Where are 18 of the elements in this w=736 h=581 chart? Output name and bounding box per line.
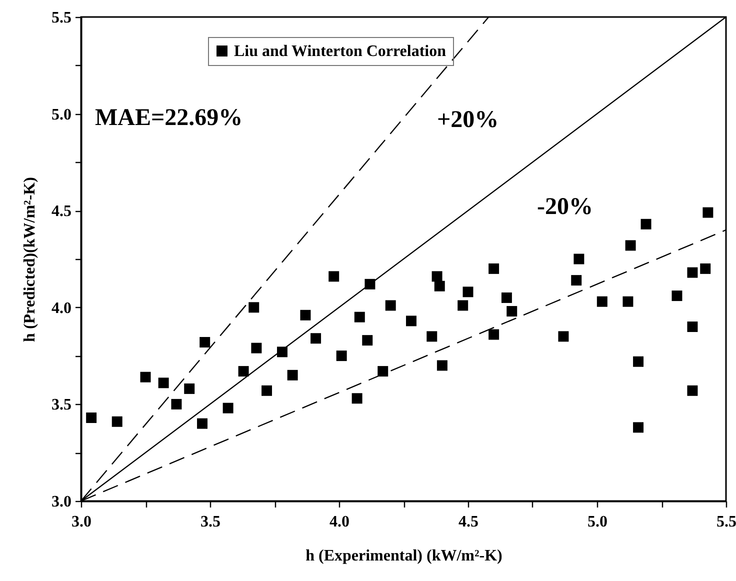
x-tick-label: 5.5 (716, 514, 736, 530)
x-tick-label: 5.0 (588, 514, 608, 530)
y-axis-title: h (Predicted)(kW/m²-K) (22, 177, 38, 342)
y-tick-label: 4.0 (52, 300, 72, 317)
x-tick-label: 4.5 (458, 514, 478, 530)
y-tick-label: 4.5 (52, 203, 72, 220)
y-tick-label: 3.0 (52, 494, 72, 510)
y-tick-label: 5.5 (52, 10, 72, 26)
x-axis-title: h (Experimental) (kW/m²-K) (306, 548, 502, 564)
annotation: +20% (437, 107, 499, 133)
annotation: -20% (537, 194, 593, 220)
x-tick-label: 3.5 (200, 514, 220, 530)
y-tick-label: 3.5 (52, 396, 72, 414)
legend-label: Liu and Winterton Correlation (234, 43, 446, 60)
x-tick-label: 3.0 (72, 514, 92, 530)
y-tick-label: 5.0 (52, 106, 72, 124)
x-tick-label: 4.0 (330, 514, 350, 530)
annotation: MAE=22.69% (95, 105, 243, 131)
